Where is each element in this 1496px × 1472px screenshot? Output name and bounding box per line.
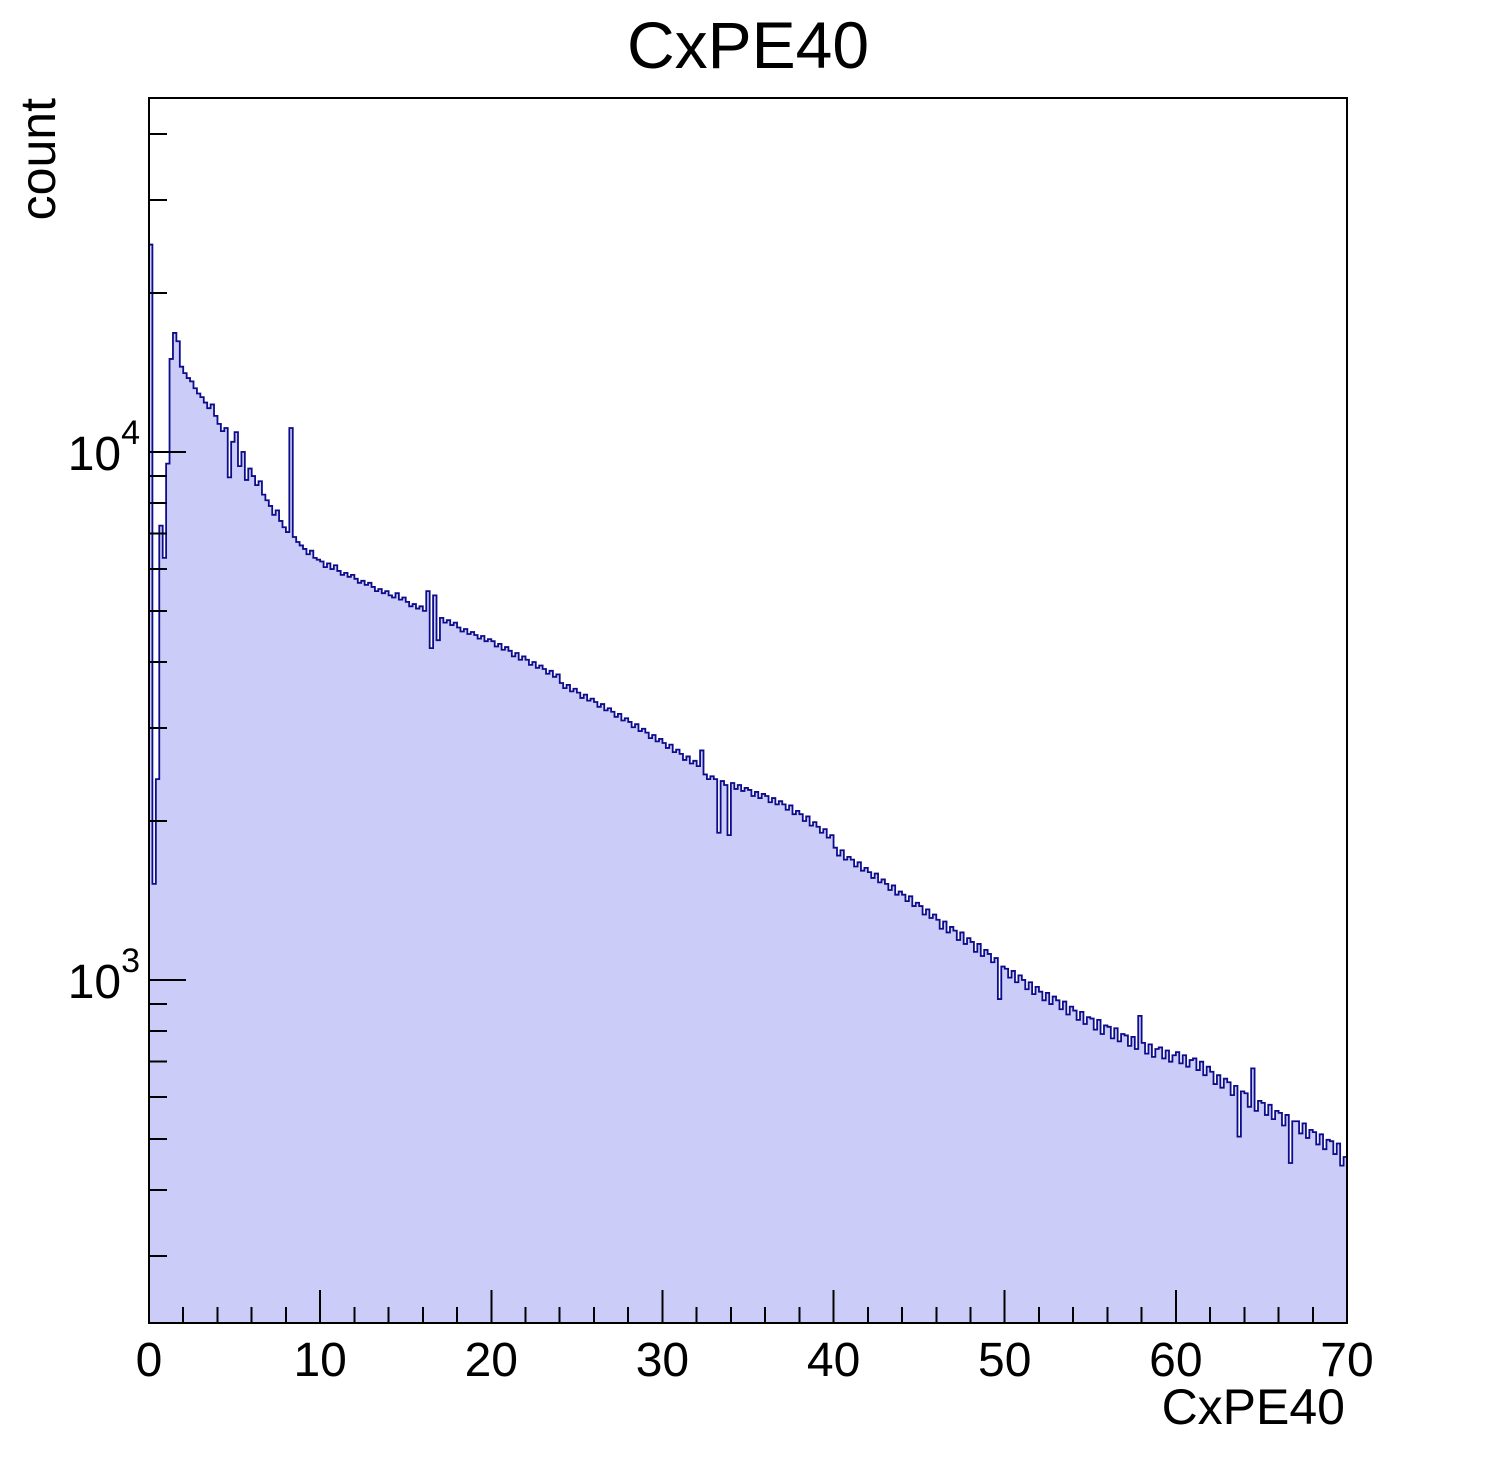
y-tick-labels: 103 104 bbox=[68, 414, 140, 1009]
x-tick-label: 60 bbox=[1149, 1334, 1202, 1387]
histogram-area bbox=[149, 244, 1347, 1323]
histogram-outline bbox=[148, 243, 1348, 1323]
x-tick-label: 20 bbox=[465, 1334, 518, 1387]
x-tick-label: 10 bbox=[293, 1334, 346, 1387]
x-tick-label: 70 bbox=[1320, 1334, 1373, 1387]
x-tick-label: 30 bbox=[636, 1334, 689, 1387]
y-tick-label: 104 bbox=[68, 414, 140, 481]
axis-ticks bbox=[148, 133, 1348, 1323]
plot-frame bbox=[148, 97, 1348, 1324]
y-tick-label: 103 bbox=[68, 942, 140, 1009]
x-tick-label: 50 bbox=[978, 1334, 1031, 1387]
plot-title: CxPE40 bbox=[627, 8, 869, 82]
y-axis-title: count bbox=[10, 98, 66, 220]
x-axis-title: CxPE40 bbox=[1162, 1379, 1345, 1435]
x-tick-label: 0 bbox=[136, 1334, 163, 1387]
x-tick-label: 40 bbox=[807, 1334, 860, 1387]
x-tick-labels: 0 10 20 30 40 50 60 70 bbox=[136, 1334, 1374, 1387]
